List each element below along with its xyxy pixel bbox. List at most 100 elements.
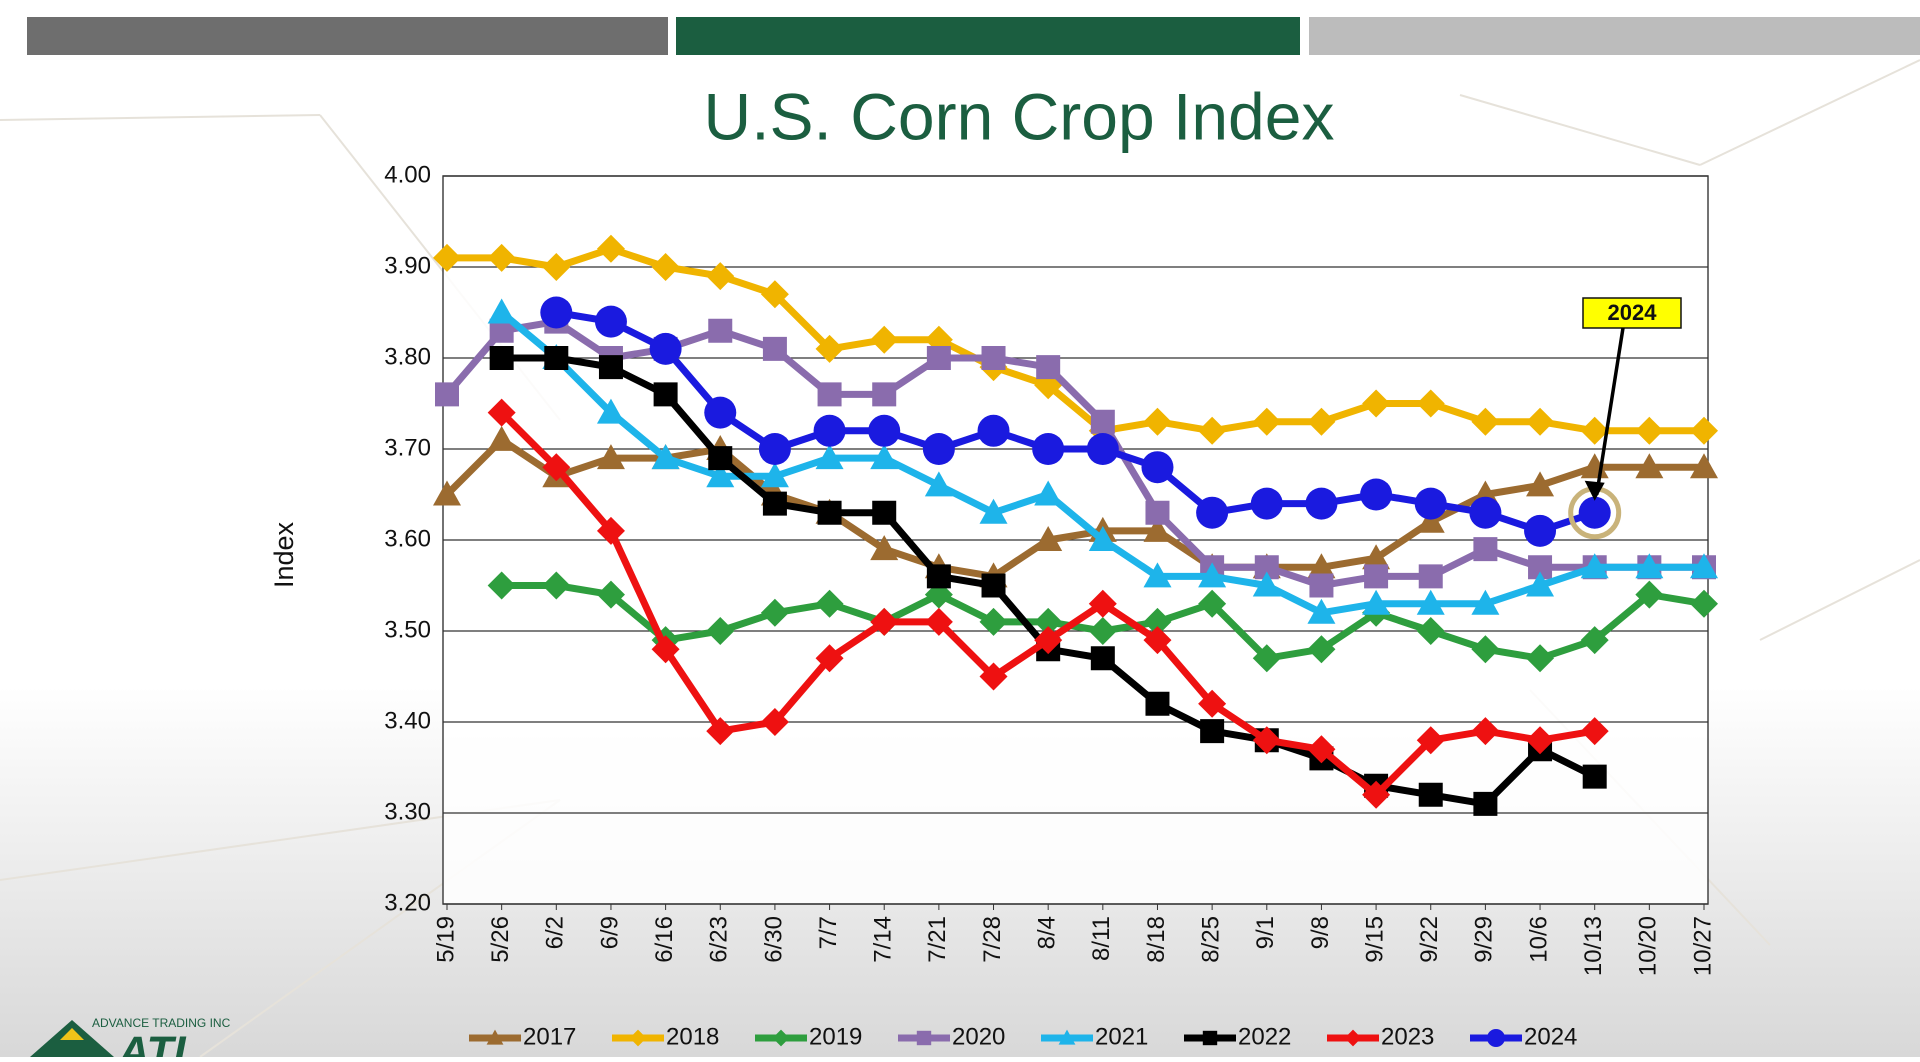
series-line: [444, 436, 1704, 580]
point: [926, 346, 951, 370]
legend-marker: [1202, 1030, 1218, 1046]
point: [981, 573, 1006, 598]
point: [433, 243, 461, 272]
point: [1469, 496, 1502, 529]
y-tick-label: 3.60: [384, 525, 431, 552]
point: [1034, 526, 1063, 551]
point: [817, 382, 842, 407]
point: [596, 444, 625, 470]
legend-marker: [916, 1030, 932, 1046]
point: [706, 617, 735, 645]
point: [487, 398, 516, 427]
point: [1034, 607, 1063, 636]
point: [1090, 646, 1115, 671]
x-tick-label: 6/16: [651, 916, 678, 963]
header-bar: [27, 17, 668, 55]
point: [1198, 589, 1227, 618]
x-tick-label: 6/30: [760, 916, 787, 963]
point: [540, 296, 573, 329]
point: [1200, 719, 1225, 744]
point: [1690, 416, 1718, 445]
point: [1635, 580, 1664, 609]
x-tick-label: 7/7: [815, 916, 842, 949]
point: [1088, 589, 1117, 618]
annotation-text: 2024: [1608, 300, 1658, 325]
point: [1528, 555, 1553, 580]
point: [1307, 635, 1336, 664]
point: [1362, 780, 1391, 809]
point: [594, 305, 627, 338]
point: [1416, 617, 1445, 645]
x-tick-label: 8/11: [1088, 916, 1115, 961]
point: [435, 382, 459, 407]
point: [1034, 480, 1063, 506]
point: [1307, 735, 1336, 764]
legend-label: 2024: [1524, 1023, 1577, 1050]
point: [542, 571, 571, 600]
point: [487, 571, 516, 600]
point: [1471, 589, 1500, 615]
arrow-head: [1584, 480, 1605, 501]
point: [1362, 544, 1391, 570]
point: [1580, 416, 1609, 445]
point: [1252, 407, 1281, 436]
point: [868, 414, 901, 447]
x-tick-label: 7/28: [979, 916, 1006, 963]
point: [1143, 607, 1172, 636]
legend-label: 2017: [523, 1023, 576, 1050]
chart-title: U.S. Corn Crop Index: [704, 79, 1335, 153]
point: [1252, 726, 1281, 755]
point: [1473, 791, 1498, 816]
point: [870, 535, 899, 561]
point: [870, 325, 899, 354]
series: [487, 298, 1718, 624]
point: [708, 318, 733, 343]
point: [1690, 553, 1718, 579]
point: [1580, 553, 1609, 579]
point: [1364, 564, 1389, 589]
point: [1416, 389, 1445, 418]
x-tick-label: 5/19: [432, 916, 459, 963]
point: [924, 471, 953, 497]
point: [815, 644, 844, 673]
point: [1307, 407, 1336, 436]
point: [872, 500, 897, 525]
point: [487, 425, 516, 451]
legend-marker: [1487, 1029, 1505, 1047]
point: [1360, 478, 1393, 511]
point: [1088, 617, 1117, 645]
point: [870, 607, 899, 636]
point: [489, 318, 514, 343]
y-tick-label: 3.80: [384, 343, 431, 370]
point: [649, 332, 682, 365]
header-bar: [1309, 17, 1920, 55]
point: [1250, 487, 1283, 520]
point: [1143, 626, 1172, 655]
legend-marker: [1058, 1029, 1076, 1045]
series: [487, 398, 1609, 809]
legend-label: 2022: [1238, 1023, 1291, 1050]
point: [1252, 571, 1281, 597]
point: [1414, 487, 1447, 520]
point: [1252, 644, 1281, 673]
y-tick-label: 3.20: [384, 889, 431, 916]
legend-marker: [772, 1029, 790, 1047]
point: [1307, 553, 1336, 579]
x-tick-label: 9/15: [1361, 916, 1388, 963]
x-tick-label: 6/9: [596, 916, 623, 949]
point: [1635, 416, 1664, 445]
x-tick-label: 6/2: [542, 916, 569, 949]
point: [1034, 626, 1063, 655]
x-tick-label: 7/21: [924, 916, 951, 963]
point: [1690, 453, 1718, 479]
point: [758, 433, 791, 465]
x-tick-label: 8/4: [1034, 916, 1061, 949]
point: [981, 346, 1006, 370]
point: [1307, 598, 1336, 624]
y-tick-label: 3.90: [384, 252, 431, 279]
x-tick-label: 9/1: [1252, 916, 1279, 949]
point: [1418, 564, 1443, 589]
point: [979, 662, 1008, 691]
